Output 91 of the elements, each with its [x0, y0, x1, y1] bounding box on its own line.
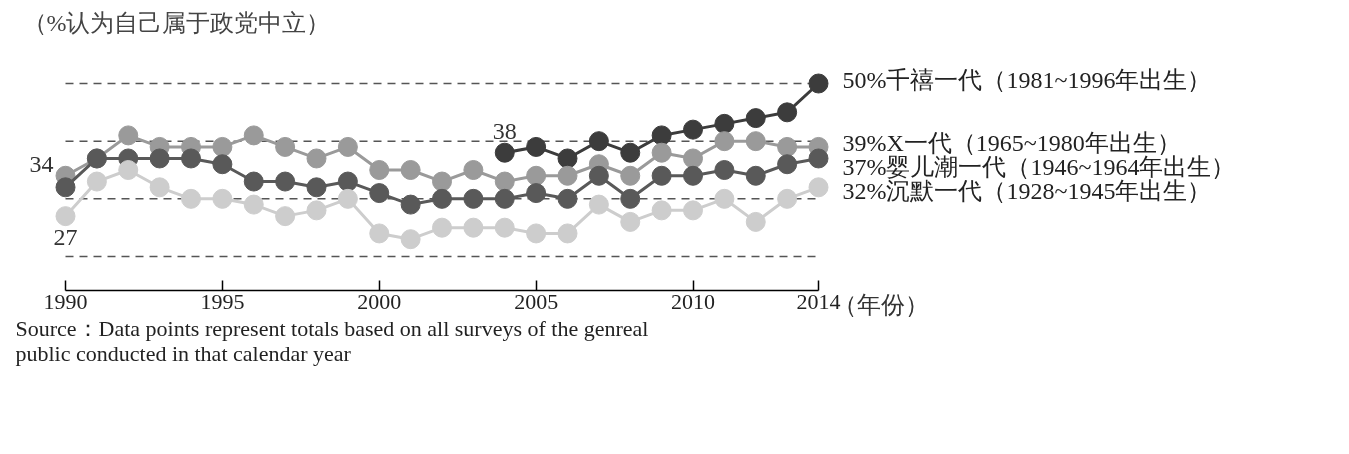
point — [306, 200, 327, 221]
point — [777, 136, 798, 157]
point — [212, 188, 233, 209]
point — [55, 177, 76, 198]
point — [557, 188, 578, 209]
point — [494, 188, 515, 209]
point — [620, 188, 641, 209]
point — [526, 136, 547, 157]
point — [149, 177, 170, 198]
point — [620, 211, 641, 232]
point — [714, 188, 735, 209]
point — [777, 188, 798, 209]
point — [777, 154, 798, 175]
point — [243, 194, 264, 215]
point — [118, 125, 139, 146]
point — [463, 188, 484, 209]
source-note: Source：Data points represent totals based on all surveys of the genreal public conducted in that calendar year — [15, 316, 649, 366]
point — [181, 148, 201, 169]
point — [181, 188, 201, 209]
point — [337, 136, 358, 157]
point — [683, 119, 703, 140]
point — [275, 136, 296, 157]
point — [745, 211, 766, 232]
point — [651, 125, 672, 146]
text: 50%千禧一代（1981~1996年出生） — [842, 66, 1212, 93]
point — [808, 73, 829, 94]
point — [714, 131, 735, 152]
point — [275, 171, 296, 192]
point — [463, 217, 484, 238]
point — [651, 142, 672, 163]
point — [745, 165, 766, 186]
point — [337, 188, 358, 209]
point — [714, 113, 735, 134]
point — [212, 136, 233, 157]
point — [526, 223, 547, 244]
point — [526, 165, 547, 186]
point — [463, 160, 484, 180]
chart-title: （%认为自己属于政党中立） — [22, 9, 331, 36]
point — [683, 148, 703, 169]
point — [369, 160, 390, 180]
point — [557, 165, 578, 186]
point — [745, 108, 766, 129]
point — [243, 171, 264, 192]
point — [149, 148, 170, 169]
point — [118, 160, 139, 180]
point — [494, 171, 515, 192]
point — [683, 165, 703, 186]
point — [369, 183, 390, 204]
text: 39%X一代（1965~1980年出生） — [842, 129, 1181, 156]
point — [306, 148, 327, 169]
point — [337, 171, 358, 192]
point — [243, 125, 264, 146]
point — [400, 160, 421, 180]
x-tick-label: 1990 — [43, 288, 88, 314]
point — [588, 194, 609, 215]
point — [808, 148, 829, 169]
x-tick-label: 2000 — [357, 288, 402, 314]
point — [494, 217, 515, 238]
point — [494, 142, 515, 163]
x-tick-label: 2014 — [796, 288, 841, 314]
point — [651, 200, 672, 221]
point — [86, 171, 107, 192]
point — [306, 177, 327, 198]
point — [620, 142, 641, 163]
point — [588, 165, 609, 186]
point — [557, 148, 578, 169]
x-tick-label: 1995 — [200, 288, 245, 314]
point — [745, 131, 766, 152]
point — [557, 223, 578, 244]
point — [588, 131, 609, 152]
data-label: 34 — [29, 150, 54, 177]
point — [369, 223, 390, 244]
x-tick-label: 2005 — [514, 288, 559, 314]
x-tick-label: 2010 — [671, 288, 715, 314]
point — [777, 102, 798, 123]
point — [400, 194, 421, 215]
data-label: 27 — [53, 224, 78, 251]
point — [432, 188, 452, 209]
point — [683, 200, 703, 221]
point — [808, 177, 829, 198]
point — [432, 171, 452, 192]
data-label: 38 — [492, 117, 517, 144]
point — [275, 206, 296, 227]
point — [55, 206, 76, 227]
point — [526, 183, 547, 204]
point — [651, 165, 672, 186]
point — [714, 160, 735, 180]
point — [212, 154, 233, 175]
point — [432, 217, 452, 238]
point — [620, 165, 641, 186]
point — [400, 229, 421, 250]
